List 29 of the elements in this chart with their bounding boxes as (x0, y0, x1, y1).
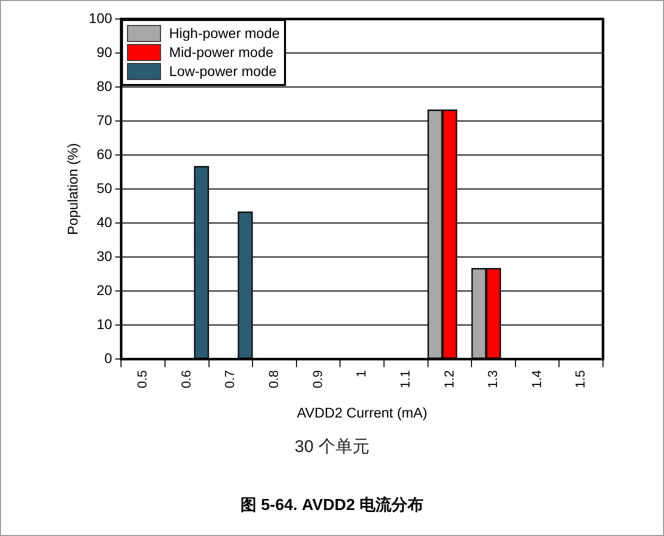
y-tick-label: 20 (96, 282, 112, 298)
y-tick-label: 70 (96, 112, 112, 128)
y-tick-label: 80 (96, 78, 112, 94)
y-axis-title: Population (%) (64, 143, 80, 235)
legend-label: High-power mode (169, 24, 280, 43)
legend-label: Low-power mode (169, 62, 277, 81)
x-tick-label: 1.2 (441, 370, 456, 388)
x-tick-label: 1 (354, 370, 369, 378)
y-tick-label: 100 (88, 10, 112, 26)
legend-label: Mid-power mode (169, 43, 274, 62)
y-tick-label: 30 (96, 248, 112, 264)
y-tick-label: 60 (96, 146, 112, 162)
x-tick-label: 0.9 (310, 370, 325, 388)
x-tick-label: 1.1 (397, 370, 412, 388)
text: 30 个单元 (294, 436, 370, 458)
x-tick-label: 1.4 (528, 370, 544, 388)
y-tick-label: 50 (96, 180, 112, 196)
x-tick-label: 0.8 (266, 370, 282, 388)
y-tick-label: 10 (96, 316, 112, 332)
x-tick-label: 0.7 (222, 370, 238, 388)
x-tick-label: 1.5 (572, 370, 588, 388)
y-tick-label: 90 (96, 44, 112, 60)
text: 图 5-64. AVDD2 电流分布 (240, 495, 424, 516)
x-tick-label: 0.5 (134, 370, 150, 388)
y-tick-label: 40 (96, 214, 112, 230)
x-tick-label: 1.3 (485, 370, 500, 388)
x-axis-title: AVDD2 Current (mA) (296, 404, 428, 420)
y-tick-label: 0 (104, 350, 112, 366)
x-tick-label: 0.6 (178, 370, 194, 388)
